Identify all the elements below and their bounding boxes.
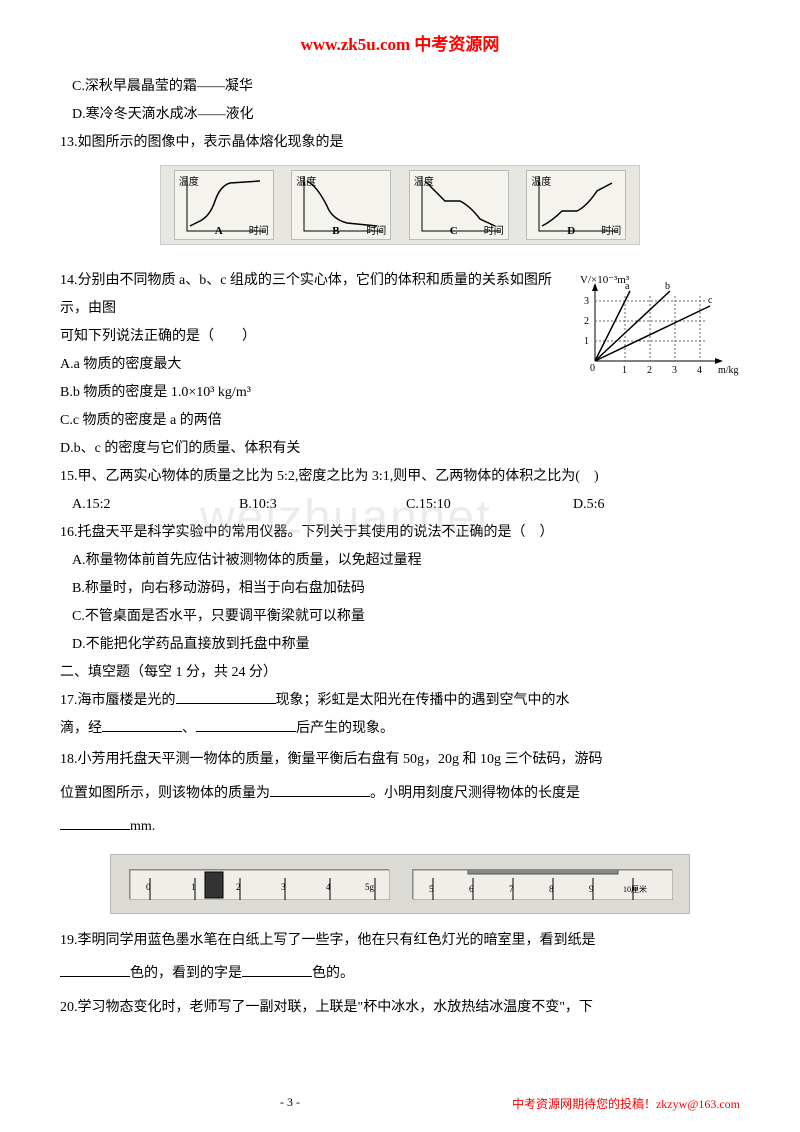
- svg-text:1: 1: [622, 365, 627, 376]
- q18-line2: 位置如图所示，则该物体的质量为。小明用刻度尺测得物体的长度是: [60, 777, 740, 811]
- q17-blank2: [102, 718, 182, 732]
- svg-text:a: a: [625, 281, 630, 292]
- q15-option-d: D.5:6: [573, 491, 740, 519]
- ruler-left: 0 1 2 3 4 5g: [129, 869, 389, 899]
- q16-option-d: D.不能把化学药品直接放到托盘中称量: [60, 631, 740, 659]
- q16-option-c: C.不管桌面是否水平，只要调平衡梁就可以称量: [60, 603, 740, 631]
- svg-text:m/kg: m/kg: [718, 365, 739, 376]
- q18-ruler-figure: 0 1 2 3 4 5g 5 6 7 8 9 10厘米: [110, 854, 690, 914]
- section2-title: 二、填空题（每空 1 分，共 24 分）: [60, 659, 740, 687]
- svg-text:1: 1: [584, 336, 589, 347]
- q17-line1: 17.海市蜃楼是光的现象；彩虹是太阳光在传播中的遇到空气中的水: [60, 687, 740, 715]
- svg-text:2: 2: [236, 882, 241, 892]
- svg-text:2: 2: [584, 316, 589, 327]
- svg-text:2: 2: [647, 365, 652, 376]
- q16-stem: 16.托盘天平是科学实验中的常用仪器。下列关于其使用的说法不正确的是（ ）: [60, 519, 740, 547]
- svg-text:5: 5: [429, 884, 434, 894]
- q13-chart-b: 温度 时间 B: [291, 170, 391, 240]
- footer-contact: 中考资源网期待您的投稿！zkzyw@163.com: [512, 1095, 740, 1112]
- svg-text:0: 0: [146, 882, 151, 892]
- page-number: - 3 -: [280, 1095, 300, 1112]
- svg-text:3: 3: [584, 296, 589, 307]
- svg-text:5g: 5g: [365, 882, 375, 892]
- q12-option-d: D.寒冷冬天滴水成冰——液化: [60, 101, 740, 129]
- svg-text:1: 1: [191, 882, 196, 892]
- q18-line3: mm.: [60, 810, 740, 844]
- ruler-right: 5 6 7 8 9 10厘米: [412, 869, 672, 899]
- q19-line2: 色的，看到的字是色的。: [60, 957, 740, 991]
- q14-option-b: B.b 物质的密度是 1.0×10³ kg/m³: [60, 379, 740, 407]
- q15-option-b: B.10:3: [239, 491, 406, 519]
- q18-line1: 18.小芳用托盘天平测一物体的质量，衡量平衡后右盘有 50g，20g 和 10g…: [60, 743, 740, 777]
- q13-chart-c: 温度 时间 C: [409, 170, 509, 240]
- q15-options: A.15:2 B.10:3 C.15:10 D.5:6: [60, 491, 740, 519]
- q18-blank2: [60, 816, 130, 830]
- svg-text:c: c: [708, 295, 713, 306]
- q19-line1: 19.李明同学用蓝色墨水笔在白纸上写了一些字，他在只有红色灯光的暗室里，看到纸是: [60, 924, 740, 958]
- svg-text:3: 3: [281, 882, 286, 892]
- q16-option-b: B.称量时，向右移动游码，相当于向右盘加砝码: [60, 575, 740, 603]
- q15-option-c: C.15:10: [406, 491, 573, 519]
- q20-stem: 20.学习物态变化时，老师写了一副对联，上联是"杯中冰水，水放热结冰温度不变"，…: [60, 991, 740, 1025]
- q17-blank3: [196, 718, 296, 732]
- svg-text:4: 4: [697, 365, 702, 376]
- svg-text:4: 4: [326, 882, 331, 892]
- q18-blank1: [270, 783, 370, 797]
- q19-blank1: [60, 963, 130, 977]
- svg-text:6: 6: [469, 884, 474, 894]
- q14-graph: V/×10⁻³m³ a b c 1 2 3 4 m/kg 1 2 3 0: [570, 271, 740, 381]
- svg-text:b: b: [665, 281, 670, 292]
- header-title: 中考资源网: [414, 35, 499, 54]
- q19-blank2: [242, 963, 312, 977]
- q14-ylabel: V/×10⁻³m³: [580, 274, 630, 286]
- svg-text:3: 3: [672, 365, 677, 376]
- q13-stem: 13.如图所示的图像中，表示晶体熔化现象的是: [60, 129, 740, 157]
- q13-chart-d: 温度 时间 D: [526, 170, 626, 240]
- q13-figure: 温度 时间 A 温度 时间 B 温度 时间 C 温度 时间 D: [160, 165, 640, 245]
- q15-stem: 15.甲、乙两实心物体的质量之比为 5:2,密度之比为 3:1,则甲、乙两物体的…: [60, 463, 740, 491]
- q14-option-d: D.b、c 的密度与它们的质量、体积有关: [60, 435, 740, 463]
- svg-text:8: 8: [549, 884, 554, 894]
- q12-option-c: C.深秋早晨晶莹的霜——凝华: [60, 73, 740, 101]
- q15-option-a: A.15:2: [72, 491, 239, 519]
- q16-option-a: A.称量物体前首先应估计被测物体的质量，以免超过量程: [60, 547, 740, 575]
- svg-text:0: 0: [590, 363, 595, 374]
- q17-line2: 滴，经、后产生的现象。: [60, 715, 740, 743]
- q13-chart-a: 温度 时间 A: [174, 170, 274, 240]
- svg-text:9: 9: [589, 884, 594, 894]
- q17-blank1: [176, 690, 276, 704]
- header-url: www.zk5u.com: [301, 35, 411, 54]
- q14-option-c: C.c 物质的密度是 a 的两倍: [60, 407, 740, 435]
- svg-text:7: 7: [509, 884, 514, 894]
- page-header: www.zk5u.com 中考资源网: [60, 30, 740, 55]
- svg-text:10厘米: 10厘米: [623, 884, 647, 894]
- page-footer: - 3 - 中考资源网期待您的投稿！zkzyw@163.com: [60, 1095, 740, 1112]
